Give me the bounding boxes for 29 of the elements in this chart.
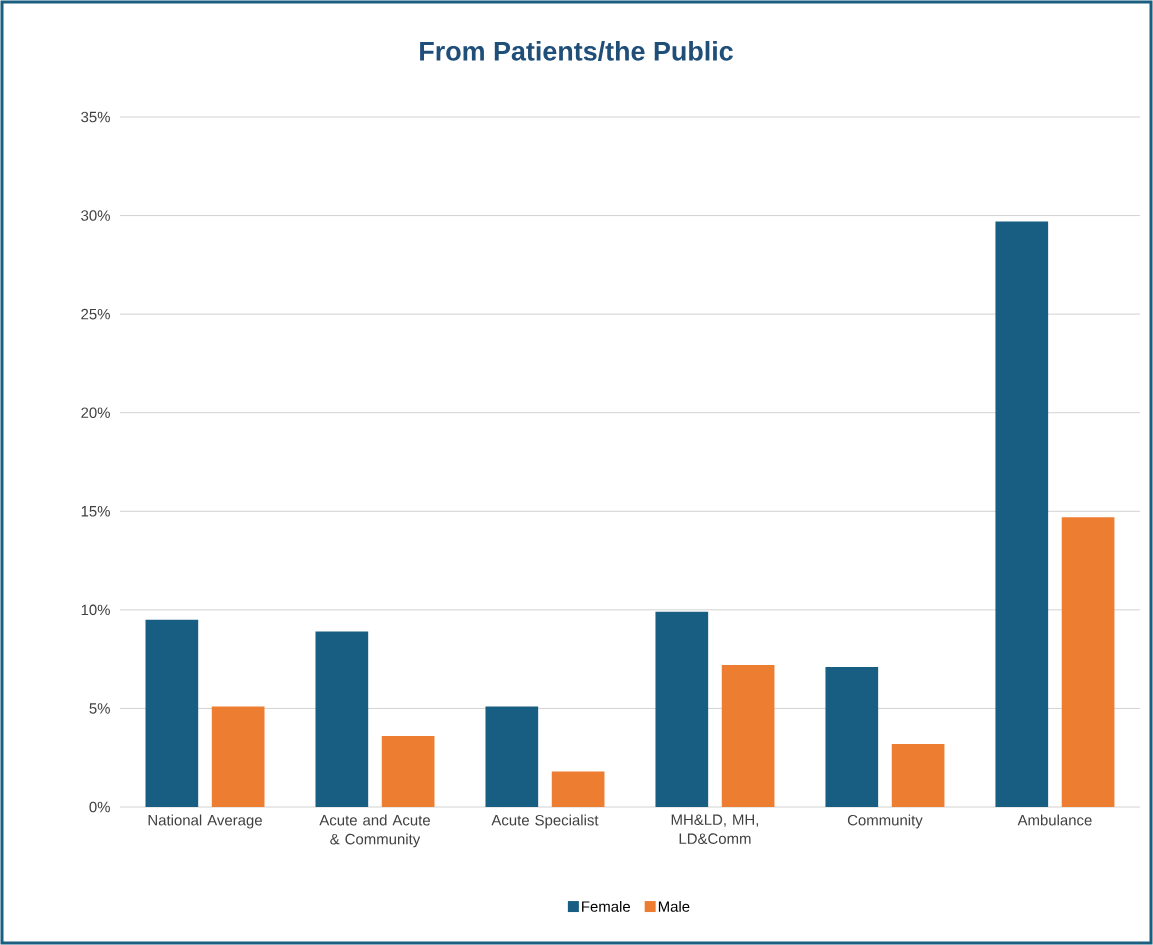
x-tick-label: National Average <box>148 814 262 829</box>
x-tick-label: Acute and Acute & Community <box>319 814 430 848</box>
bar <box>211 706 265 807</box>
y-tick-label: 25% <box>81 308 110 320</box>
bar <box>655 611 709 807</box>
bar <box>485 706 539 807</box>
y-tick-label: 5% <box>89 703 110 714</box>
bar <box>721 665 775 807</box>
y-tick-label: 30% <box>81 210 110 221</box>
legend-label: Female <box>582 900 631 912</box>
legend-label: Male <box>658 900 690 912</box>
x-tick-label: MH&LD, MH, LD&Comm <box>671 814 759 844</box>
y-tick-label: 15% <box>81 506 110 517</box>
bar <box>1061 517 1115 807</box>
y-tick-label: 0% <box>89 801 110 813</box>
bar <box>995 221 1049 807</box>
bar <box>891 743 945 807</box>
bar <box>315 631 369 807</box>
x-tick-label: Acute Specialist <box>491 814 599 829</box>
y-tick-label: 10% <box>81 604 110 616</box>
y-tick-label: 20% <box>81 407 110 418</box>
bar <box>825 667 879 807</box>
x-tick-label: Community <box>847 814 923 829</box>
bar <box>551 771 605 807</box>
bar <box>381 736 435 807</box>
y-tick-label: 35% <box>81 111 110 123</box>
x-tick-label: Ambulance <box>1017 814 1092 826</box>
chart-title: From Patients/the Public <box>420 40 733 61</box>
bar <box>145 619 199 807</box>
